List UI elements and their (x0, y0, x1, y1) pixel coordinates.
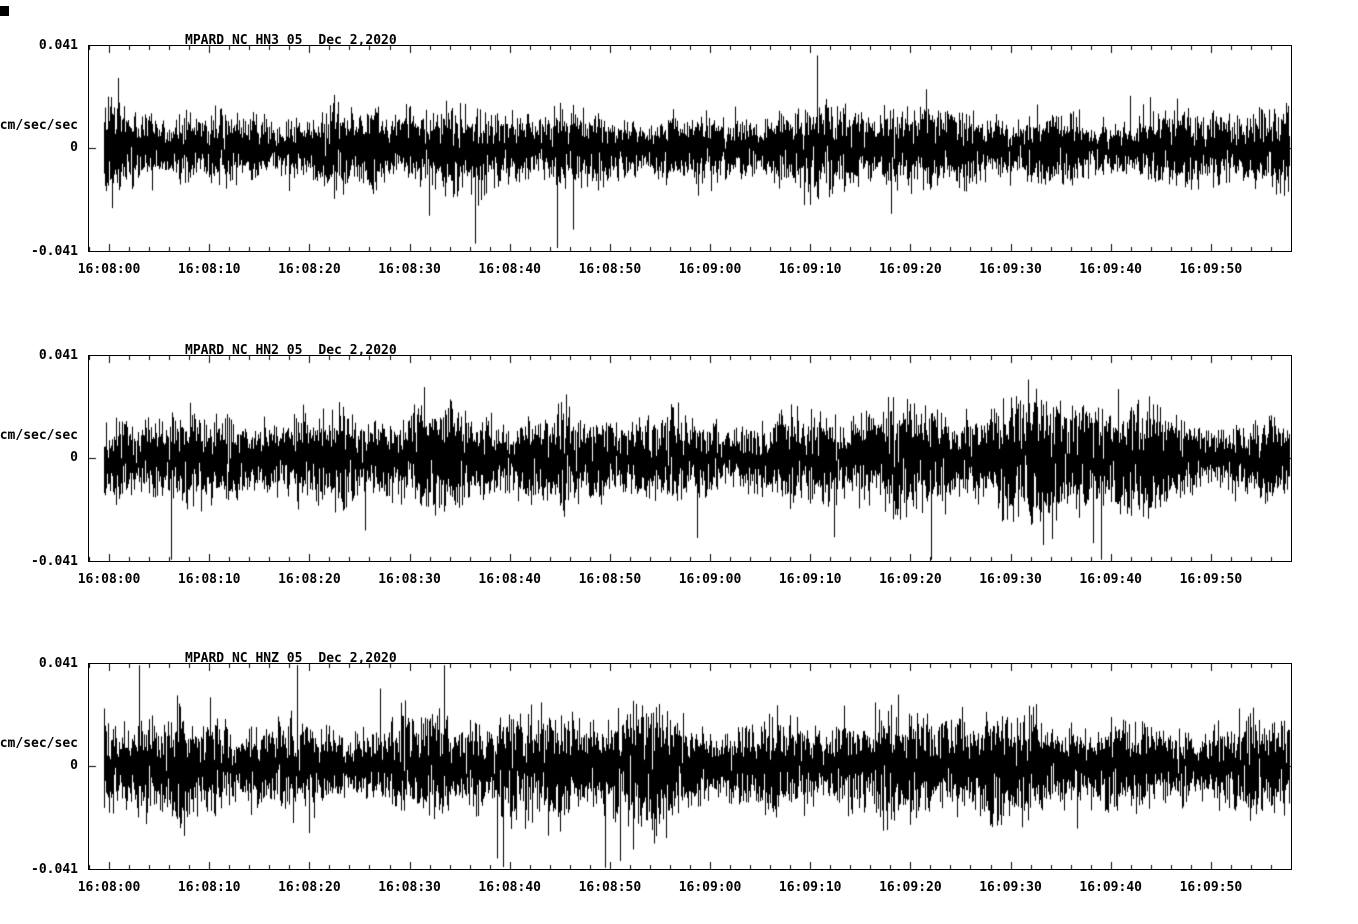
x-tick-label: 16:08:50 (578, 262, 642, 277)
x-tick-label: 16:08:50 (578, 880, 642, 895)
corner-mark (0, 6, 9, 16)
trace-station: MPARD_NC_HN2_05 (185, 343, 303, 358)
y-tick-max: 0.041 (38, 38, 78, 53)
plot-frame (88, 355, 1292, 562)
x-tick-label: 16:08:20 (278, 262, 341, 277)
x-tick-label: 16:09:00 (678, 880, 742, 895)
y-tick-min: -0.041 (31, 244, 78, 259)
y-axis: 0.041 cm/sec/sec 0 -0.041 (0, 657, 84, 877)
x-tick-label: 16:08:30 (378, 572, 441, 587)
seismogram-panel-hnz: MPARD_NC_HNZ_05 Dec 2,2020 0.041 cm/sec/s… (0, 646, 1358, 924)
x-tick-label: 16:08:00 (77, 262, 141, 277)
y-tick-min: -0.041 (31, 862, 78, 877)
x-tick-label: 16:08:20 (278, 572, 341, 587)
x-tick-label: 16:09:10 (778, 262, 842, 277)
x-tick-label: 16:08:10 (177, 262, 241, 277)
y-tick-min: -0.041 (31, 554, 78, 569)
y-tick-zero: 0 (70, 450, 78, 465)
x-tick-label: 16:08:20 (278, 880, 341, 895)
x-tick-label: 16:09:50 (1179, 880, 1243, 895)
x-tick-label: 16:09:30 (979, 262, 1042, 277)
trace-date: Dec 2,2020 (318, 651, 397, 666)
x-tick-label: 16:08:10 (177, 880, 241, 895)
x-tick-label: 16:09:30 (979, 572, 1042, 587)
y-axis-label: cm/sec/sec (0, 736, 78, 751)
waveform-plot-hnz (88, 663, 1292, 870)
x-tick-label: 16:09:40 (1079, 262, 1142, 277)
x-tick-label: 16:08:00 (77, 572, 141, 587)
trace-title: MPARD_NC_HN3_05 Dec 2,2020 (185, 33, 397, 48)
x-tick-label: 16:09:50 (1179, 262, 1243, 277)
seismogram-panel-hn3: MPARD_NC_HN3_05 Dec 2,2020 0.041 cm/sec/s… (0, 28, 1358, 328)
x-tick-label: 16:08:40 (478, 880, 541, 895)
trace-date: Dec 2,2020 (318, 33, 397, 48)
plot-frame (88, 45, 1292, 252)
x-tick-label: 16:09:20 (879, 572, 942, 587)
y-axis: 0.041 cm/sec/sec 0 -0.041 (0, 39, 84, 259)
y-tick-zero: 0 (70, 758, 78, 773)
trace-station: MPARD_NC_HNZ_05 (185, 651, 303, 666)
x-tick-label: 16:09:00 (678, 572, 742, 587)
trace-title: MPARD_NC_HN2_05 Dec 2,2020 (185, 343, 397, 358)
x-tick-label: 16:09:10 (778, 880, 842, 895)
x-tick-label: 16:09:20 (879, 880, 942, 895)
x-tick-label: 16:08:40 (478, 572, 541, 587)
seismogram-panel-hn2: MPARD_NC_HN2_05 Dec 2,2020 0.041 cm/sec/s… (0, 338, 1358, 638)
y-axis-label: cm/sec/sec (0, 428, 78, 443)
waveform-plot-hn2 (88, 355, 1292, 562)
x-axis-labels: 16:08:00 16:08:10 16:08:20 16:08:30 16:08:40… (78, 880, 1291, 896)
x-tick-label: 16:09:10 (778, 572, 842, 587)
x-tick-label: 16:08:30 (378, 262, 441, 277)
y-axis-label: cm/sec/sec (0, 118, 78, 133)
x-tick-label: 16:08:40 (478, 262, 541, 277)
x-axis-labels: 16:08:00 16:08:10 16:08:20 16:08:30 16:08:40… (78, 572, 1291, 588)
y-tick-max: 0.041 (38, 656, 78, 671)
trace-station: MPARD_NC_HN3_05 (185, 33, 303, 48)
y-axis: 0.041 cm/sec/sec 0 -0.041 (0, 349, 84, 569)
trace-title: MPARD_NC_HNZ_05 Dec 2,2020 (185, 651, 397, 666)
trace-date: Dec 2,2020 (318, 343, 397, 358)
x-tick-label: 16:08:50 (578, 572, 642, 587)
x-tick-label: 16:09:30 (979, 880, 1042, 895)
x-axis-labels: 16:08:00 16:08:10 16:08:20 16:08:30 16:08:40… (78, 262, 1291, 278)
x-tick-label: 16:09:50 (1179, 572, 1243, 587)
y-tick-max: 0.041 (38, 348, 78, 363)
x-tick-label: 16:09:20 (879, 262, 942, 277)
y-tick-zero: 0 (70, 140, 78, 155)
waveform-plot-hn3 (88, 45, 1292, 252)
x-tick-label: 16:08:10 (177, 572, 241, 587)
x-tick-label: 16:09:00 (678, 262, 742, 277)
x-tick-label: 16:09:40 (1079, 572, 1142, 587)
x-tick-label: 16:09:40 (1079, 880, 1142, 895)
x-tick-label: 16:08:30 (378, 880, 441, 895)
x-tick-label: 16:08:00 (77, 880, 141, 895)
plot-frame (88, 663, 1292, 870)
